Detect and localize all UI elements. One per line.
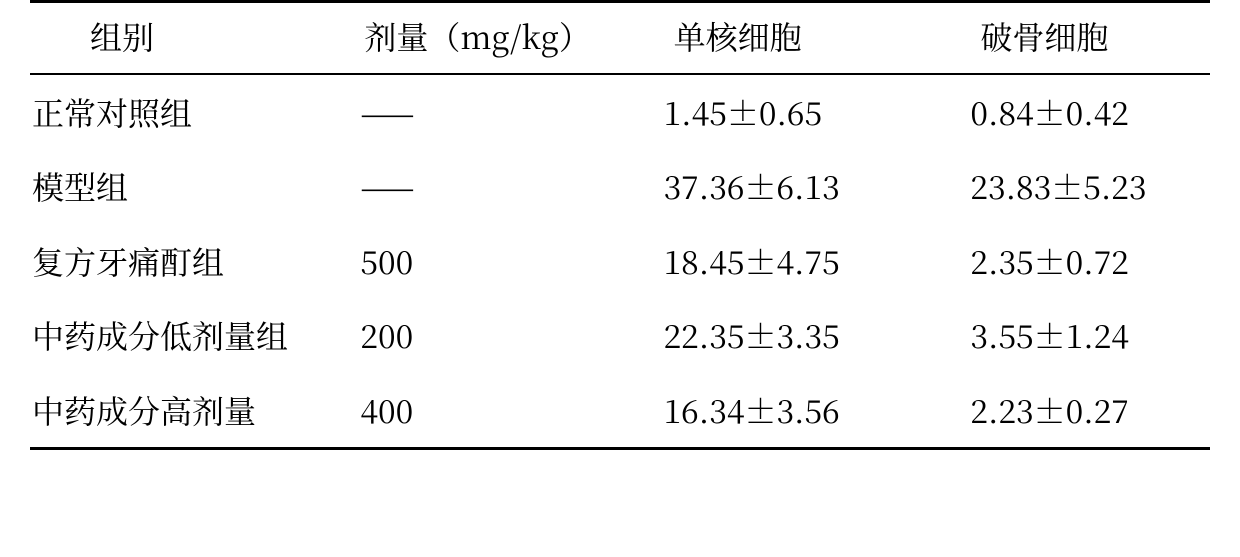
- cell-osteo: 0.84±0.42: [950, 74, 1210, 149]
- col-header-osteo: 破骨细胞: [950, 2, 1210, 75]
- col-header-group: 组别: [30, 2, 360, 75]
- cell-osteo: 2.35±0.72: [950, 224, 1210, 298]
- cell-group: 正常对照组: [30, 74, 360, 149]
- cell-dose: 500: [360, 224, 643, 298]
- cell-mono: 18.45±4.75: [644, 224, 951, 298]
- cell-dose: ——: [360, 149, 643, 223]
- table-row: 正常对照组 —— 1.45±0.65 0.84±0.42: [30, 74, 1210, 149]
- table-row: 中药成分高剂量 400 16.34±3.56 2.23±0.27: [30, 373, 1210, 449]
- col-header-dose: 剂量（mg/kg）: [360, 2, 643, 75]
- cell-dose: ——: [360, 74, 643, 149]
- data-table: 组别 剂量（mg/kg） 单核细胞 破骨细胞 正常对照组 —— 1.45±0.6…: [30, 0, 1210, 450]
- table-row: 中药成分低剂量组 200 22.35±3.35 3.55±1.24: [30, 298, 1210, 372]
- table-header-row: 组别 剂量（mg/kg） 单核细胞 破骨细胞: [30, 2, 1210, 75]
- cell-dose: 200: [360, 298, 643, 372]
- cell-group: 复方牙痛酊组: [30, 224, 360, 298]
- table-row: 模型组 —— 37.36±6.13 23.83±5.23: [30, 149, 1210, 223]
- cell-group: 中药成分高剂量: [30, 373, 360, 449]
- cell-mono: 22.35±3.35: [644, 298, 951, 372]
- cell-group: 中药成分低剂量组: [30, 298, 360, 372]
- cell-mono: 16.34±3.56: [644, 373, 951, 449]
- cell-group: 模型组: [30, 149, 360, 223]
- cell-osteo: 23.83±5.23: [950, 149, 1210, 223]
- cell-mono: 1.45±0.65: [644, 74, 951, 149]
- cell-osteo: 2.23±0.27: [950, 373, 1210, 449]
- cell-mono: 37.36±6.13: [644, 149, 951, 223]
- table-row: 复方牙痛酊组 500 18.45±4.75 2.35±0.72: [30, 224, 1210, 298]
- cell-dose: 400: [360, 373, 643, 449]
- cell-osteo: 3.55±1.24: [950, 298, 1210, 372]
- col-header-mono: 单核细胞: [644, 2, 951, 75]
